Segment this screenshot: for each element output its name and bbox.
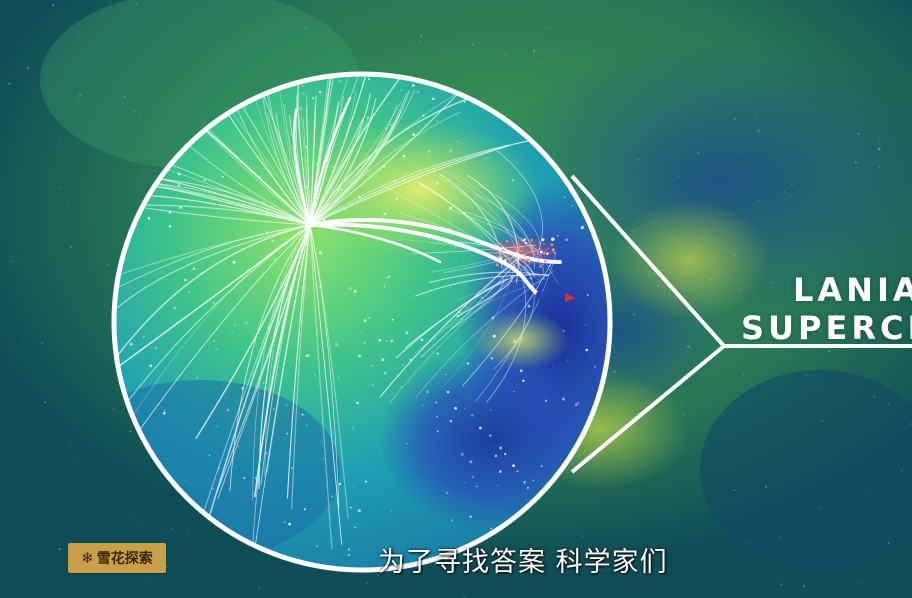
channel-logo-text: 雪花探索	[96, 551, 153, 567]
pointer-line-lower	[570, 344, 726, 474]
video-subtitle: 为了寻找答案 科学家们	[378, 547, 668, 578]
supercluster-label-line-1: LANIA	[793, 271, 912, 309]
snowflake-icon: ❄	[81, 548, 94, 567]
channel-logo: ❄ 雪花探索	[68, 543, 166, 573]
pointer-line-upper	[570, 174, 726, 348]
magnifier-ring	[111, 71, 613, 573]
supercluster-label-line-2: SUPERCL	[741, 309, 912, 347]
